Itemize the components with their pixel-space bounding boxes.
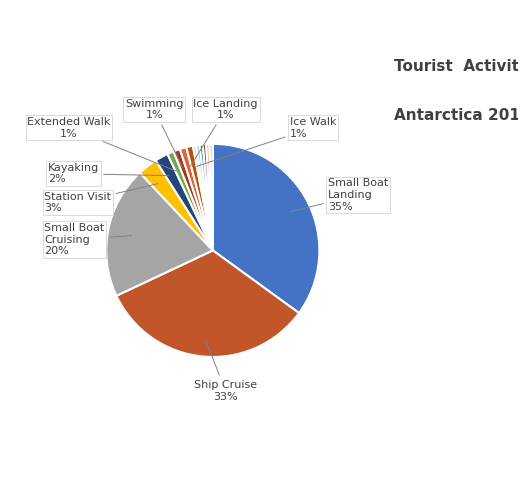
- Wedge shape: [174, 149, 213, 250]
- Text: Ice Landing
1%: Ice Landing 1%: [191, 99, 258, 166]
- Text: Swimming
1%: Swimming 1%: [125, 99, 183, 168]
- Wedge shape: [167, 151, 213, 250]
- Text: Small Boat
Landing
35%: Small Boat Landing 35%: [290, 178, 388, 212]
- Wedge shape: [140, 161, 213, 250]
- Wedge shape: [209, 144, 213, 250]
- Wedge shape: [117, 250, 299, 357]
- Wedge shape: [196, 145, 213, 250]
- Text: Kayaking
2%: Kayaking 2%: [48, 163, 169, 185]
- Wedge shape: [213, 144, 320, 313]
- Wedge shape: [180, 147, 213, 250]
- Text: Ice Walk
1%: Ice Walk 1%: [197, 117, 336, 166]
- Wedge shape: [203, 144, 213, 250]
- Wedge shape: [199, 144, 213, 250]
- Text: Tourist  Activities  in: Tourist Activities in: [394, 59, 518, 74]
- Text: Extended Walk
1%: Extended Walk 1%: [27, 117, 177, 171]
- Text: Small Boat
Cruising
20%: Small Boat Cruising 20%: [45, 223, 132, 256]
- Wedge shape: [106, 173, 213, 296]
- Wedge shape: [186, 146, 213, 250]
- Text: Antarctica 2016-2017: Antarctica 2016-2017: [394, 108, 518, 123]
- Wedge shape: [206, 144, 213, 250]
- Wedge shape: [193, 145, 213, 250]
- Wedge shape: [156, 154, 213, 250]
- Text: Ship Cruise
33%: Ship Cruise 33%: [194, 340, 257, 402]
- Text: Station Visit
3%: Station Visit 3%: [45, 184, 158, 213]
